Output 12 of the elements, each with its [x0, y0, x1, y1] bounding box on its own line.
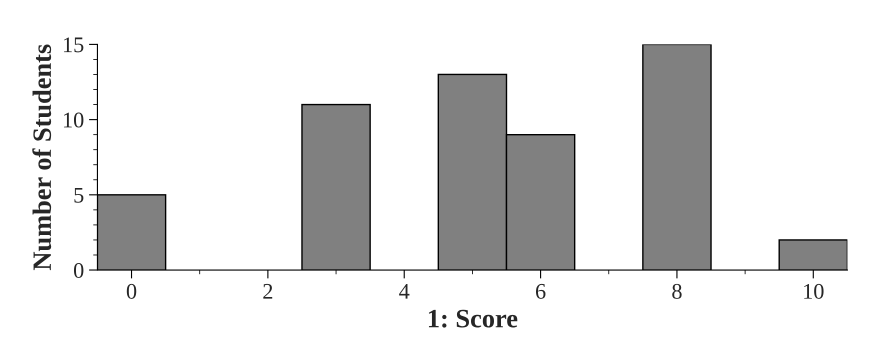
y-axis-title: Number of Students	[32, 44, 52, 270]
x-axis-title: 1: Score	[428, 310, 518, 328]
x-tick-label: 2	[263, 284, 272, 299]
y-tick-label: 15	[64, 37, 84, 52]
x-tick-label: 8	[672, 284, 682, 299]
x-tick-label: 4	[399, 284, 410, 299]
y-tick-label: 10	[64, 112, 84, 128]
y-tick-label: 0	[74, 262, 84, 278]
x-tick-label: 10	[804, 284, 824, 299]
y-tick-label: 5	[74, 188, 84, 203]
x-tick-label: 6	[536, 284, 546, 299]
x-tick-label: 0	[126, 284, 136, 299]
